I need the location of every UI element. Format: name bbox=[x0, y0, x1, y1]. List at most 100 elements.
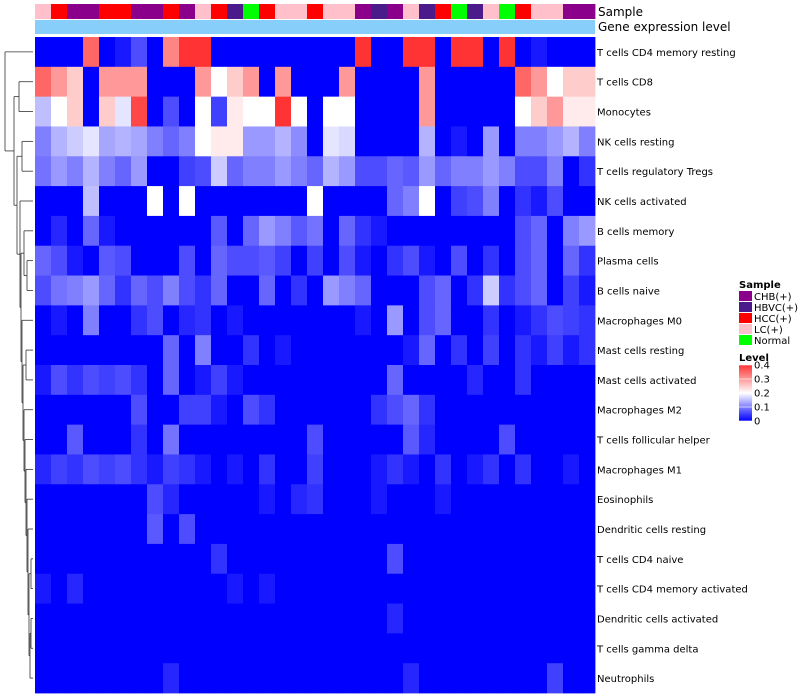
sample-annotation-cell bbox=[499, 4, 516, 19]
legend-item-label: LC(+) bbox=[754, 325, 783, 336]
heatmap-cell bbox=[563, 245, 580, 276]
heatmap-cell bbox=[403, 484, 420, 515]
heatmap-cell bbox=[227, 66, 244, 98]
heatmap-cell bbox=[307, 514, 324, 545]
heatmap-cell bbox=[499, 66, 516, 98]
heatmap-cell bbox=[83, 663, 100, 694]
heatmap-cell bbox=[515, 275, 532, 306]
heatmap-cell bbox=[147, 96, 164, 127]
heatmap-cell bbox=[515, 365, 532, 396]
heatmap-cell bbox=[291, 305, 308, 336]
heatmap-cell bbox=[195, 663, 212, 694]
heatmap-cell bbox=[451, 156, 468, 187]
heatmap-cell bbox=[323, 126, 340, 157]
heatmap-cell bbox=[307, 96, 324, 127]
row-label: T cells CD8 bbox=[596, 78, 653, 89]
heatmap-cell bbox=[67, 66, 84, 98]
heatmap-cell bbox=[179, 543, 196, 575]
heatmap-cell bbox=[579, 514, 596, 545]
heatmap-cell bbox=[243, 245, 260, 276]
heatmap-cell bbox=[387, 663, 404, 694]
heatmap-cell bbox=[339, 573, 356, 604]
sample-annotation-cell bbox=[131, 4, 148, 19]
heatmap-cell bbox=[307, 37, 324, 68]
heatmap-cell bbox=[259, 603, 276, 634]
heatmap-cell bbox=[131, 156, 148, 187]
heatmap-cell bbox=[355, 365, 372, 396]
gene-expression-level-label: Gene expression level bbox=[598, 20, 731, 34]
heatmap-cell bbox=[259, 394, 276, 426]
heatmap-cell bbox=[243, 484, 260, 515]
heatmap-cell bbox=[371, 633, 388, 664]
heatmap-cell bbox=[227, 424, 244, 455]
heatmap-cell bbox=[99, 156, 116, 187]
heatmap-cell bbox=[371, 424, 388, 455]
legend-level-tick-label: 0.1 bbox=[754, 403, 770, 414]
heatmap-cell bbox=[563, 603, 580, 634]
heatmap-cell bbox=[67, 335, 84, 366]
heatmap-cell bbox=[419, 394, 436, 426]
heatmap-cell bbox=[419, 603, 436, 634]
heatmap-cell bbox=[435, 186, 452, 217]
heatmap-cell bbox=[483, 543, 500, 575]
heatmap-cell bbox=[515, 543, 532, 575]
heatmap-cell bbox=[323, 514, 340, 545]
heatmap-cell bbox=[531, 305, 548, 336]
sample-annotation-cell bbox=[419, 4, 436, 19]
heatmap-cell bbox=[499, 573, 516, 604]
heatmap-cell bbox=[35, 37, 52, 68]
heatmap-cell bbox=[499, 663, 516, 694]
row-label: NK cells activated bbox=[597, 197, 687, 208]
heatmap-cell bbox=[259, 186, 276, 217]
heatmap-cell bbox=[531, 663, 548, 694]
heatmap-cell bbox=[67, 126, 84, 157]
heatmap-cell bbox=[163, 394, 180, 426]
heatmap-cell bbox=[387, 365, 404, 396]
heatmap-cell bbox=[99, 424, 116, 455]
heatmap-cell bbox=[387, 603, 404, 634]
heatmap-cell bbox=[547, 365, 564, 396]
heatmap-cell bbox=[419, 275, 436, 306]
sample-annotation-cell bbox=[163, 4, 180, 19]
heatmap-cell bbox=[355, 603, 372, 634]
heatmap-cell bbox=[115, 424, 132, 455]
heatmap-cell bbox=[467, 156, 484, 187]
heatmap-cell bbox=[547, 573, 564, 604]
heatmap-cell bbox=[355, 663, 372, 694]
heatmap-cell bbox=[195, 96, 212, 127]
heatmap-cell bbox=[515, 424, 532, 455]
heatmap-cell bbox=[179, 633, 196, 664]
heatmap-cell bbox=[51, 424, 68, 455]
heatmap-cell bbox=[211, 573, 228, 604]
heatmap-cell bbox=[467, 603, 484, 634]
heatmap-cell bbox=[227, 275, 244, 306]
heatmap-cell bbox=[83, 96, 100, 127]
heatmap-cell bbox=[115, 156, 132, 187]
heatmap-cell bbox=[51, 573, 68, 604]
heatmap-cell bbox=[99, 365, 116, 396]
heatmap-cell bbox=[387, 275, 404, 306]
heatmap-cell bbox=[579, 454, 596, 485]
heatmap-cell bbox=[579, 365, 596, 396]
heatmap-cell bbox=[307, 424, 324, 455]
heatmap-cell bbox=[83, 215, 100, 247]
heatmap-cell bbox=[499, 394, 516, 426]
heatmap-cell bbox=[291, 424, 308, 455]
heatmap-cell bbox=[419, 37, 436, 68]
heatmap-cell bbox=[339, 454, 356, 485]
heatmap-cell bbox=[387, 245, 404, 276]
heatmap-cell bbox=[275, 514, 292, 545]
heatmap-cell bbox=[387, 633, 404, 664]
sample-annotation-cell bbox=[371, 4, 388, 19]
heatmap-cell bbox=[67, 365, 84, 396]
heatmap-cell bbox=[579, 663, 596, 694]
heatmap-cell bbox=[35, 245, 52, 276]
heatmap-cell bbox=[35, 454, 52, 485]
heatmap-cell bbox=[115, 96, 132, 127]
heatmap-cell bbox=[83, 484, 100, 515]
heatmap-cell bbox=[179, 245, 196, 276]
heatmap-cell bbox=[467, 484, 484, 515]
heatmap-cell bbox=[67, 37, 84, 68]
heatmap-cell bbox=[35, 365, 52, 396]
heatmap-cell bbox=[35, 394, 52, 426]
